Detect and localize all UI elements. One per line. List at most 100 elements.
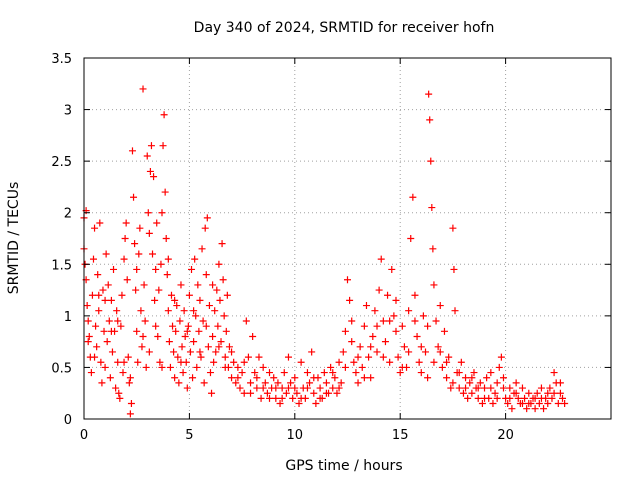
data-point xyxy=(138,343,146,351)
data-point xyxy=(493,379,501,387)
data-point xyxy=(179,369,187,377)
data-point xyxy=(322,389,330,397)
data-point xyxy=(468,389,476,397)
data-point xyxy=(266,369,274,377)
y-tick-label: 2 xyxy=(64,207,72,222)
data-point xyxy=(413,332,421,340)
data-point xyxy=(396,369,404,377)
data-point xyxy=(339,348,347,356)
data-point xyxy=(483,374,491,382)
data-point xyxy=(247,389,255,397)
data-point xyxy=(206,369,214,377)
data-point xyxy=(123,276,131,284)
data-point xyxy=(303,369,311,377)
data-point xyxy=(190,307,198,315)
data-point xyxy=(512,389,520,397)
data-point xyxy=(230,358,238,366)
data-point xyxy=(497,353,505,361)
data-point xyxy=(434,343,442,351)
data-point xyxy=(445,353,453,361)
data-point xyxy=(185,291,193,299)
data-point xyxy=(163,271,171,279)
data-point xyxy=(523,405,531,413)
data-point xyxy=(88,291,96,299)
data-point xyxy=(193,363,201,371)
data-point xyxy=(259,384,267,392)
data-point xyxy=(278,384,286,392)
data-point xyxy=(459,389,467,397)
data-point xyxy=(228,348,236,356)
data-point xyxy=(284,384,292,392)
data-point xyxy=(91,353,99,361)
y-tick-label: 1 xyxy=(64,310,72,325)
y-tick-label: 3.5 xyxy=(51,52,72,67)
data-point xyxy=(348,317,356,325)
data-point xyxy=(356,343,364,351)
data-point xyxy=(198,245,206,253)
data-point xyxy=(371,307,379,315)
data-point xyxy=(358,363,366,371)
data-point xyxy=(105,317,113,325)
data-point xyxy=(98,379,106,387)
data-point xyxy=(251,369,259,377)
data-point xyxy=(411,317,419,325)
data-point xyxy=(266,394,274,402)
data-point xyxy=(430,281,438,289)
data-point xyxy=(171,374,179,382)
data-point xyxy=(348,338,356,346)
y-tick-label: 3 xyxy=(64,104,72,119)
data-point xyxy=(384,291,392,299)
data-point xyxy=(215,343,223,351)
x-tick-label: 0 xyxy=(80,428,88,443)
data-point xyxy=(140,281,148,289)
data-point xyxy=(429,245,437,253)
data-point xyxy=(495,363,503,371)
data-point xyxy=(373,322,381,330)
data-point xyxy=(166,363,174,371)
data-point xyxy=(462,384,470,392)
data-point xyxy=(367,374,375,382)
data-point xyxy=(177,358,185,366)
data-point xyxy=(362,302,370,310)
data-point xyxy=(259,363,267,371)
data-point xyxy=(276,400,284,408)
data-point xyxy=(346,296,354,304)
data-point xyxy=(308,348,316,356)
data-point xyxy=(196,296,204,304)
data-point xyxy=(112,384,120,392)
data-point xyxy=(209,332,217,340)
data-point xyxy=(171,296,179,304)
data-point xyxy=(440,327,448,335)
data-point xyxy=(306,379,314,387)
data-point xyxy=(525,400,533,408)
data-point xyxy=(331,374,339,382)
data-point xyxy=(236,384,244,392)
data-point xyxy=(379,353,387,361)
data-point xyxy=(213,286,221,294)
data-point xyxy=(145,348,153,356)
data-point xyxy=(487,369,495,377)
data-point xyxy=(89,255,97,263)
data-point xyxy=(470,369,478,377)
data-point xyxy=(114,317,122,325)
data-point xyxy=(211,307,219,315)
data-point xyxy=(183,327,191,335)
data-point xyxy=(466,379,474,387)
data-point xyxy=(333,389,341,397)
data-point xyxy=(293,389,301,397)
data-point xyxy=(152,322,160,330)
y-tick-label: 0 xyxy=(64,413,72,428)
data-point xyxy=(521,394,529,402)
data-point xyxy=(152,265,160,273)
data-point xyxy=(122,219,130,227)
data-point xyxy=(504,400,512,408)
data-point xyxy=(312,400,320,408)
data-point xyxy=(220,312,228,320)
data-point xyxy=(352,369,360,377)
data-point xyxy=(160,111,168,119)
data-point xyxy=(354,379,362,387)
data-point xyxy=(540,405,548,413)
data-point xyxy=(426,116,434,124)
data-point xyxy=(508,405,516,413)
data-point xyxy=(344,276,351,284)
